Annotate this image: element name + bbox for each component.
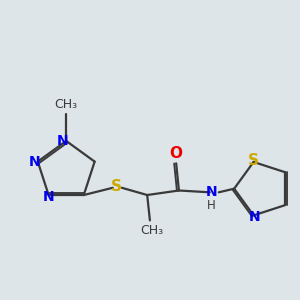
Text: N: N [206,185,217,199]
Text: O: O [170,146,183,161]
Text: S: S [111,179,122,194]
Text: N: N [43,190,54,204]
Text: N: N [57,134,68,148]
Text: H: H [207,200,216,212]
Text: N: N [249,210,260,224]
Text: CH₃: CH₃ [55,98,78,111]
Text: N: N [28,154,40,169]
Text: S: S [248,153,259,168]
Text: CH₃: CH₃ [140,224,163,237]
